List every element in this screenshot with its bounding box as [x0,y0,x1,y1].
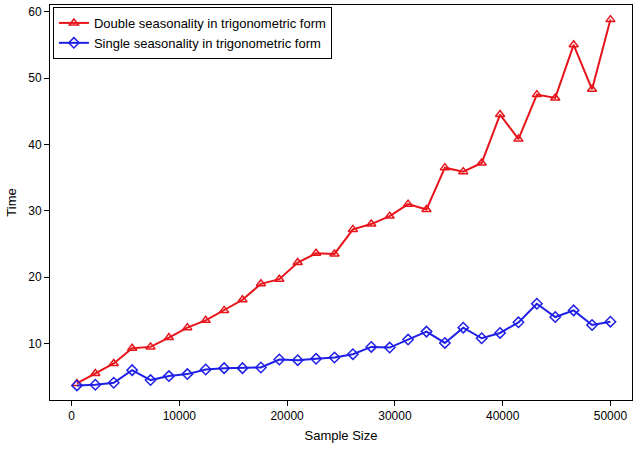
svg-text:10000: 10000 [163,409,197,423]
svg-text:20: 20 [28,270,42,284]
svg-text:50: 50 [28,71,42,85]
svg-text:Sample Size: Sample Size [305,428,378,443]
svg-text:50000: 50000 [594,409,628,423]
svg-text:Time: Time [4,188,19,216]
svg-text:60: 60 [28,5,42,19]
svg-text:Double seasonality in trigonom: Double seasonality in trigonometric form [94,16,326,31]
svg-text:30: 30 [28,204,42,218]
svg-text:40000: 40000 [486,409,520,423]
svg-text:20000: 20000 [270,409,304,423]
svg-text:40: 40 [28,138,42,152]
svg-text:30000: 30000 [378,409,412,423]
svg-text:Single seasonality in trigonom: Single seasonality in trigonometric form [94,36,321,51]
svg-text:0: 0 [68,409,75,423]
svg-text:10: 10 [28,337,42,351]
